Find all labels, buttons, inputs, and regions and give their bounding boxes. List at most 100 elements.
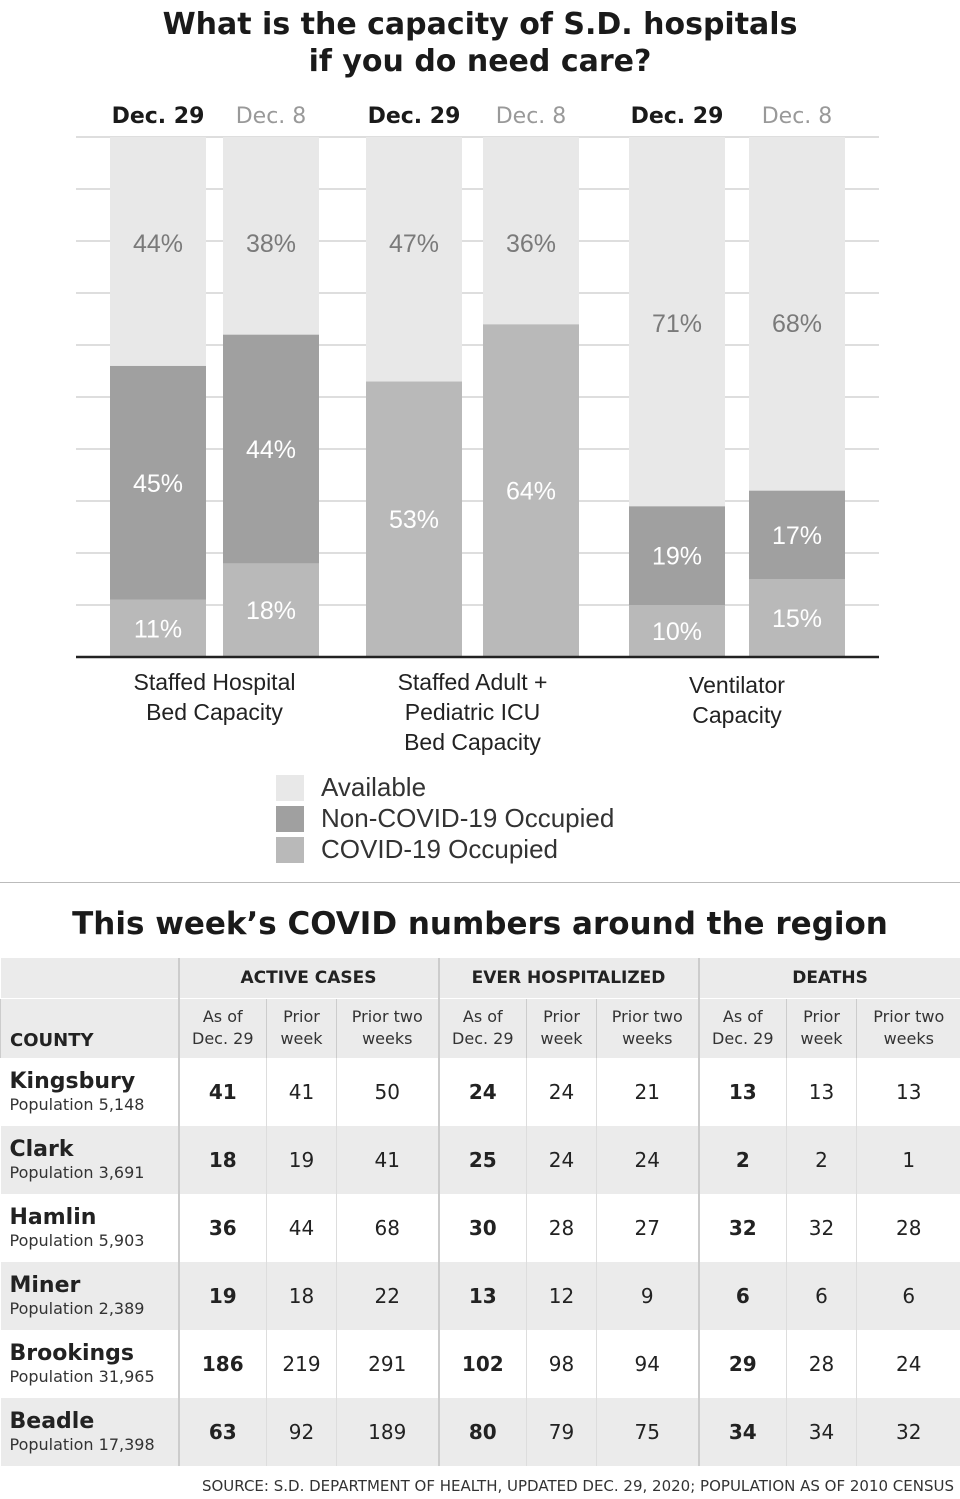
bar-segment-available (110, 137, 206, 366)
data-label: 68% (772, 310, 822, 338)
value-cell: 75 (596, 1398, 699, 1466)
value-cell: 30 (437, 1194, 527, 1262)
sub-header: Prior two weeks (335, 998, 439, 1058)
county-header: COUNTY (0, 998, 179, 1058)
bar-segment-covid (629, 605, 725, 657)
sub-header-line: Prior (543, 1007, 580, 1027)
value-cell: 50 (335, 1058, 439, 1126)
value-cell: 32 (786, 1194, 857, 1262)
bar-date-label: Dec. 8 (496, 104, 567, 129)
data-label: 15% (772, 605, 822, 633)
legend-label: Available (321, 772, 427, 802)
legend-item: COVID-19 Occupied (276, 834, 614, 865)
value-cell: 24 (526, 1058, 597, 1126)
data-label: 71% (652, 310, 702, 338)
value-cell: 6 (856, 1262, 960, 1330)
data-label: 47% (389, 230, 439, 258)
value-cell: 12 (526, 1262, 597, 1330)
county-population: Population 31,965 (9, 1367, 155, 1386)
bar-segment-noncovid (749, 490, 845, 579)
value-cell: 9 (596, 1262, 699, 1330)
county-name: Clark (9, 1137, 74, 1162)
sub-header-line: As of (462, 1007, 503, 1027)
value-cell: 34 (697, 1398, 787, 1466)
value-cell: 32 (697, 1194, 787, 1262)
category-label: Staffed Adult + (398, 669, 548, 695)
sub-header: Prior week (266, 998, 337, 1058)
bar-segment-available (366, 137, 462, 382)
value-cell: 6 (786, 1262, 857, 1330)
sub-header-line: weeks (622, 1029, 673, 1049)
source-note: SOURCE: S.D. DEPARTMENT OF HEALTH, UPDAT… (201, 1477, 954, 1495)
sub-header-line: Dec. 29 (712, 1029, 774, 1049)
county-population: Population 17,398 (9, 1435, 155, 1454)
bar-date-label: Dec. 8 (236, 104, 307, 129)
legend-swatch (276, 805, 304, 832)
bar-date-label: Dec. 29 (368, 104, 461, 129)
sub-header-line: Prior two (873, 1007, 945, 1027)
category-label: Bed Capacity (404, 729, 541, 755)
sub-header-line: week (800, 1029, 843, 1049)
value-cell: 94 (596, 1330, 699, 1398)
bar-date-label: Dec. 29 (631, 104, 724, 129)
divider (0, 882, 960, 883)
data-label: 53% (389, 506, 439, 534)
value-cell: 2 (786, 1126, 857, 1194)
sub-header-line: Prior (283, 1007, 320, 1027)
value-cell: 28 (526, 1194, 597, 1262)
sub-header: Prior two weeks (856, 998, 960, 1058)
bar-segment-noncovid (629, 506, 725, 605)
table-row: Brookings Population 31,965 186 219 291 102 98… (1, 1330, 960, 1398)
header-blank (0, 958, 179, 999)
legend-label: COVID-19 Occupied (321, 834, 558, 864)
bar-segment-available (629, 137, 725, 507)
stacked-bar-chart: Dec. 29 11% 45% 44% Dec. 8 18% 44% 38% Staffed H… (76, 104, 879, 755)
group-header: EVER HOSPITALIZED (437, 958, 699, 999)
value-cell: 92 (266, 1398, 337, 1466)
sub-header: Prior two weeks (596, 998, 699, 1058)
value-cell: 291 (335, 1330, 439, 1398)
legend-swatch (276, 836, 304, 863)
value-cell: 13 (856, 1058, 960, 1126)
county-population: Population 2,389 (9, 1299, 145, 1318)
value-cell: 18 (266, 1262, 337, 1330)
county-cell: Brookings Population 31,965 (1, 1330, 179, 1398)
value-cell: 80 (437, 1398, 527, 1466)
county-population: Population 5,903 (9, 1231, 145, 1250)
covid-table: ACTIVE CASES EVER HOSPITALIZED DEATHS COUNT… (0, 958, 960, 1466)
sub-header-line: Prior two (611, 1007, 683, 1027)
legend-label: Non-COVID-19 Occupied (321, 803, 615, 833)
data-label: 64% (506, 478, 556, 506)
sub-header: As of Dec. 29 (437, 998, 527, 1058)
sub-header: As of Dec. 29 (697, 998, 787, 1058)
value-cell: 2 (697, 1126, 787, 1194)
sub-header: Prior week (526, 998, 597, 1058)
category-label: Capacity (692, 702, 782, 728)
data-label: 45% (133, 470, 183, 498)
bar-segment-covid (483, 324, 579, 657)
value-cell: 32 (856, 1398, 960, 1466)
legend-item: Non-COVID-19 Occupied (276, 803, 614, 834)
county-name: Hamlin (9, 1205, 97, 1230)
bar-date-label: Dec. 29 (112, 104, 205, 129)
value-cell: 13 (437, 1262, 527, 1330)
value-cell: 98 (526, 1330, 597, 1398)
value-cell: 27 (596, 1194, 699, 1262)
value-cell: 186 (177, 1330, 267, 1398)
value-cell: 18 (177, 1126, 267, 1194)
sub-header-line: As of (722, 1007, 763, 1027)
value-cell: 219 (266, 1330, 337, 1398)
data-label: 18% (246, 597, 296, 625)
value-cell: 22 (335, 1262, 439, 1330)
value-cell: 102 (437, 1330, 527, 1398)
value-cell: 41 (177, 1058, 267, 1126)
table-row: Kingsbury Population 5,148 41 41 50 24 24 21 13 1… (1, 1058, 960, 1126)
table-row: Hamlin Population 5,903 36 44 68 30 28 27 32 32 28 (1, 1194, 960, 1262)
value-cell: 41 (335, 1126, 439, 1194)
county-population: Population 5,148 (9, 1095, 145, 1114)
legend-swatch (276, 774, 304, 801)
category-label: Ventilator (689, 672, 785, 698)
value-cell: 24 (437, 1058, 527, 1126)
county-population: Population 3,691 (9, 1163, 145, 1182)
data-label: 44% (246, 436, 296, 464)
